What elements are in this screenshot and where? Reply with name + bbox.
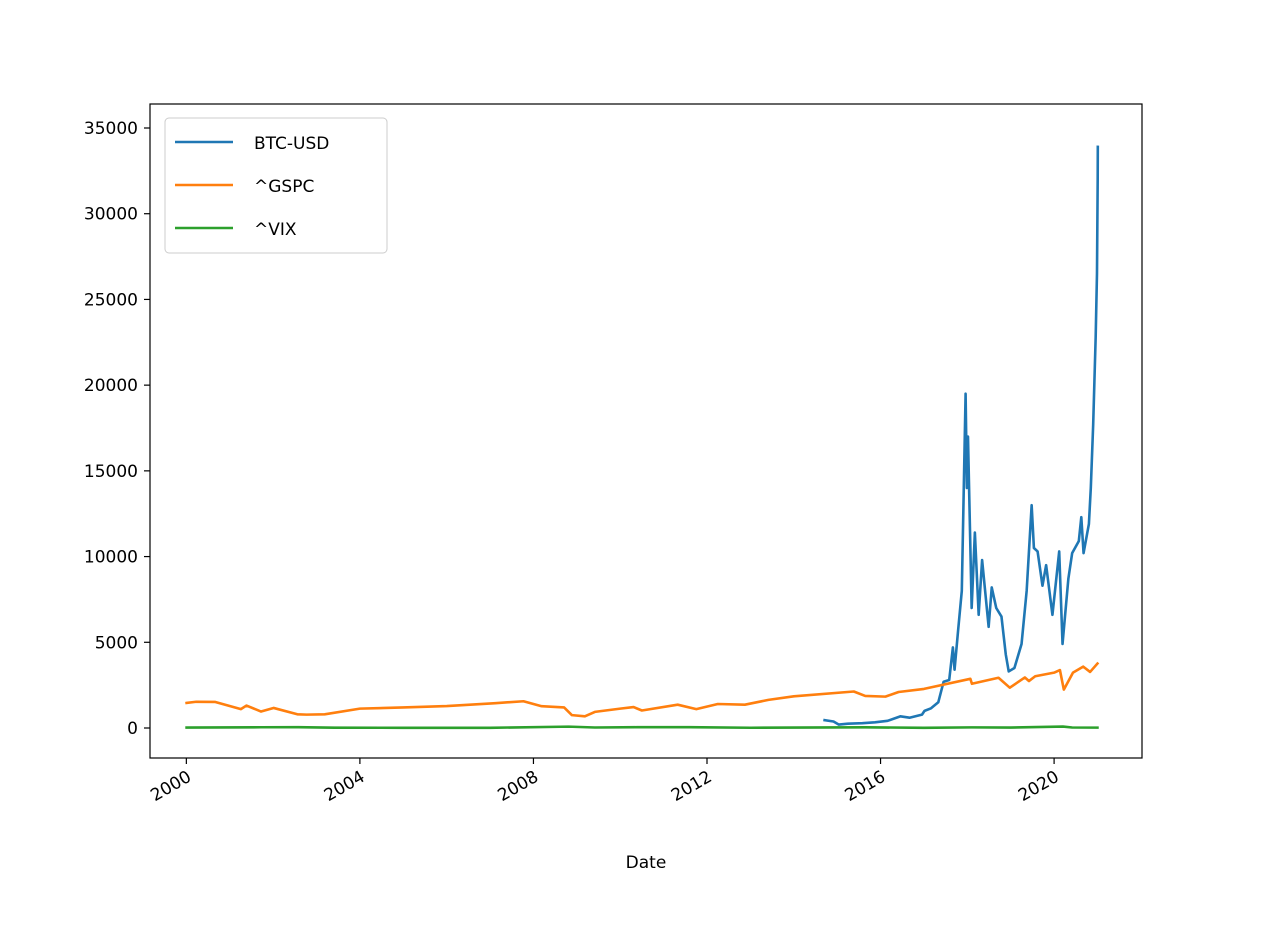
series-line-btc-usd (823, 145, 1100, 726)
y-tick-label: 25000 (84, 290, 138, 310)
y-tick-label: 15000 (84, 462, 138, 482)
legend-label-gspc: ^GSPC (254, 177, 314, 197)
legend: BTC-USD ^GSPC ^VIX (164, 117, 388, 254)
y-tick-label: 0 (127, 719, 138, 739)
y-tick-label: 5000 (95, 633, 138, 653)
y-tick-label: 30000 (84, 205, 138, 225)
legend-label-btc-usd: BTC-USD (254, 134, 329, 154)
series-layer (185, 145, 1100, 730)
legend-label-vix: ^VIX (254, 220, 297, 240)
y-tick-label: 10000 (84, 548, 138, 568)
series-line-vix (185, 725, 1099, 730)
y-axis: 0 5000 10000 15000 20000 25000 30000 35000 (84, 119, 150, 739)
y-tick-label: 20000 (84, 376, 138, 396)
y-tick-label: 35000 (84, 119, 138, 139)
legend-box (164, 117, 388, 254)
plot-frame (149, 103, 1143, 759)
x-axis-label: Date (626, 853, 667, 873)
series-line-gspc (185, 661, 1100, 718)
